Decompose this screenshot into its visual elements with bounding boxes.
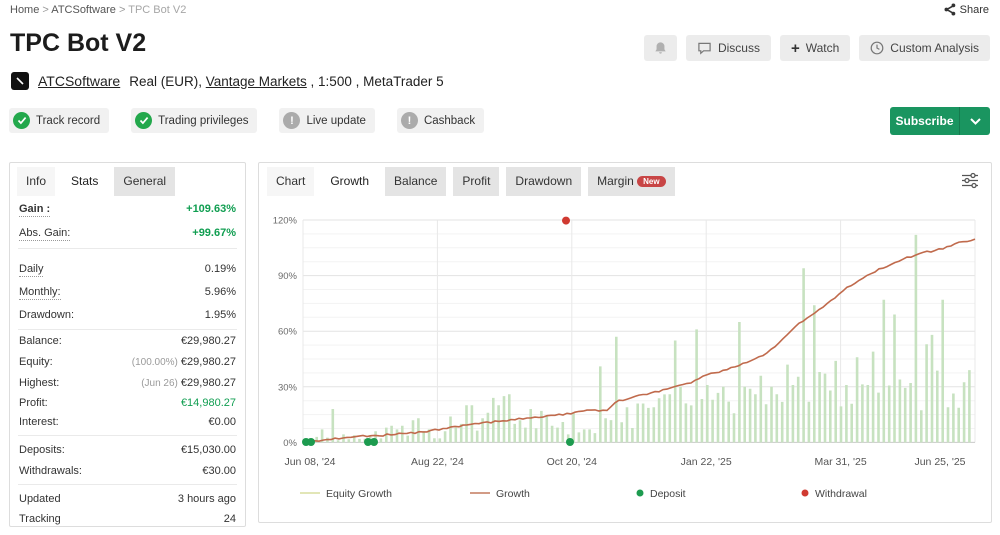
svg-text:Equity Growth: Equity Growth	[326, 488, 392, 500]
svg-text:120%: 120%	[273, 216, 298, 227]
svg-text:Jun 08, '24: Jun 08, '24	[284, 456, 335, 468]
svg-text:60%: 60%	[278, 327, 298, 338]
svg-text:Mar 31, '25: Mar 31, '25	[814, 456, 866, 468]
svg-text:30%: 30%	[278, 382, 298, 393]
svg-text:Oct 20, '24: Oct 20, '24	[547, 456, 598, 468]
svg-text:Jan 22, '25: Jan 22, '25	[681, 456, 732, 468]
svg-text:Deposit: Deposit	[650, 488, 686, 500]
svg-text:Growth: Growth	[496, 488, 530, 500]
svg-text:Jun 25, '25: Jun 25, '25	[914, 456, 965, 468]
svg-text:0%: 0%	[283, 438, 297, 449]
svg-text:Aug 22, '24: Aug 22, '24	[411, 456, 464, 468]
svg-text:90%: 90%	[278, 271, 298, 282]
svg-text:Withdrawal: Withdrawal	[815, 488, 867, 500]
